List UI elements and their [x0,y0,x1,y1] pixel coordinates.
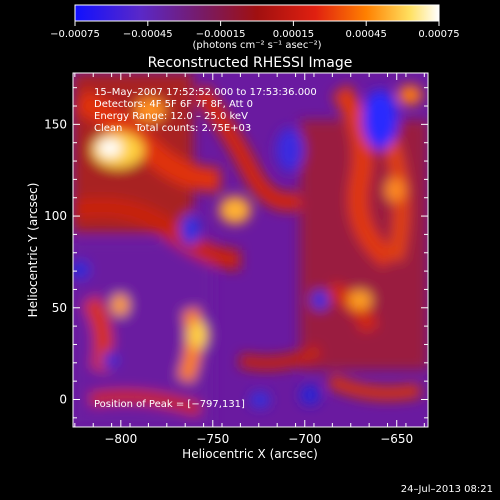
footer-date: 24–Jul–2013 08:21 [401,484,493,495]
x-axis-label: Heliocentric X (arcsec) [182,447,318,461]
colorbar-unit-label: (photons cm⁻² s⁻¹ asec⁻²) [192,40,321,51]
x-tick-label: −650 [380,432,413,446]
colorbar-tick-label: −0.00045 [123,29,173,40]
y-tick-label: 50 [52,301,67,315]
annotation-energy: Energy Range: 12.0 – 25.0 keV [94,111,248,122]
y-tick-label: 100 [44,209,67,223]
colorbar-ticks: −0.00075 −0.00045 −0.00015 0.00015 0.00045 0.… [50,21,460,40]
x-tick-label: −800 [104,432,137,446]
annotations: 15–May–2007 17:52:52.000 to 17:53:36.000… [94,87,317,410]
chart-title: Reconstructed RHESSI Image [148,55,353,71]
x-tick-label: −700 [288,432,321,446]
x-tick-label: −750 [196,432,229,446]
colorbar: −0.00075 −0.00045 −0.00015 0.00015 0.00045 0.… [50,4,460,51]
colorbar-tick-label: −0.00015 [196,29,246,40]
colorbar-tick-label: 0.00075 [418,29,459,40]
heatmap-plot: −800 −750 −700 −650 0 50 100 150 [44,72,429,446]
colorbar-gradient [74,4,440,22]
y-axis-label: Heliocentric Y (arcsec) [26,183,40,318]
colorbar-tick-label: 0.00015 [273,29,314,40]
plot-frame [72,72,429,428]
colorbar-tick-label: 0.00045 [346,29,387,40]
annotation-detectors: Detectors: 4F 5F 6F 7F 8F, Att 0 [94,99,253,110]
annotation-peak: Position of Peak = [−797,131] [94,399,245,410]
axis-ticks: −800 −750 −700 −650 0 50 100 150 [44,73,428,446]
annotation-time: 15–May–2007 17:52:52.000 to 17:53:36.000 [94,87,317,98]
annotation-clean: Clean Total counts: 2.75E+03 [94,123,251,134]
y-tick-label: 150 [44,117,67,131]
colorbar-tick-label: −0.00075 [50,29,100,40]
y-tick-label: 0 [59,392,67,406]
heatmap-texture [73,73,428,427]
